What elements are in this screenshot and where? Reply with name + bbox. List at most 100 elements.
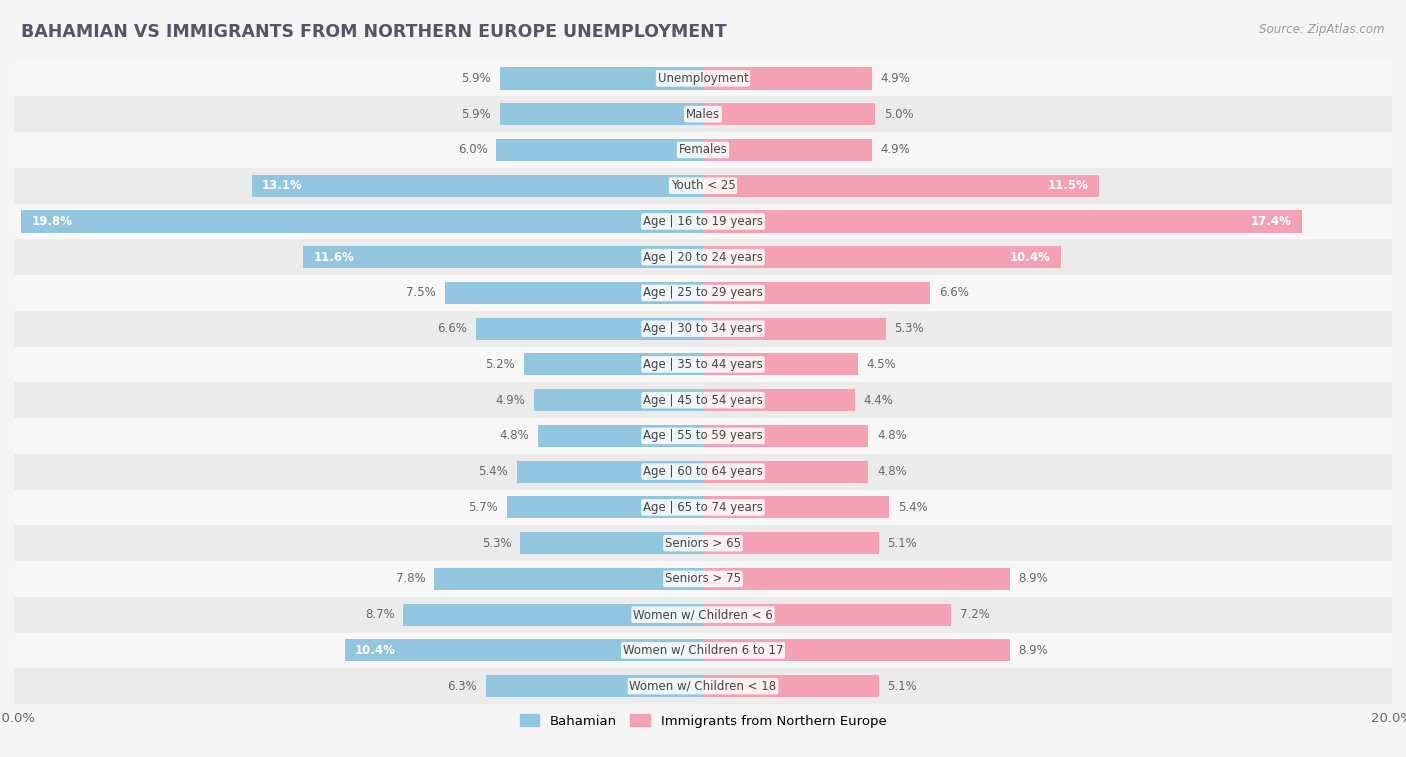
Text: 4.8%: 4.8%	[877, 429, 907, 442]
Bar	[14, 525, 1392, 561]
Bar	[14, 204, 1392, 239]
Bar	[14, 96, 1392, 132]
Text: 5.9%: 5.9%	[461, 107, 491, 120]
Text: 6.6%: 6.6%	[939, 286, 969, 300]
Text: 13.1%: 13.1%	[262, 179, 302, 192]
Text: 10.4%: 10.4%	[1010, 251, 1050, 263]
Text: 11.5%: 11.5%	[1047, 179, 1088, 192]
Text: Age | 25 to 29 years: Age | 25 to 29 years	[643, 286, 763, 300]
Text: Seniors > 75: Seniors > 75	[665, 572, 741, 585]
Bar	[21, 210, 703, 232]
Text: 4.4%: 4.4%	[863, 394, 893, 407]
Bar	[14, 453, 1392, 490]
Bar	[14, 418, 1392, 453]
Bar	[703, 210, 1302, 232]
Bar	[14, 61, 1392, 96]
Text: 4.8%: 4.8%	[877, 465, 907, 478]
Text: 8.9%: 8.9%	[1018, 572, 1047, 585]
Text: 17.4%: 17.4%	[1251, 215, 1292, 228]
Bar	[486, 675, 703, 697]
Text: 5.4%: 5.4%	[478, 465, 509, 478]
Text: Women w/ Children 6 to 17: Women w/ Children 6 to 17	[623, 644, 783, 657]
Legend: Bahamian, Immigrants from Northern Europe: Bahamian, Immigrants from Northern Europ…	[515, 709, 891, 733]
Text: 5.1%: 5.1%	[887, 537, 917, 550]
Text: 5.3%: 5.3%	[482, 537, 512, 550]
Text: 6.6%: 6.6%	[437, 322, 467, 335]
Text: 5.1%: 5.1%	[887, 680, 917, 693]
Bar	[404, 603, 703, 626]
Text: 5.7%: 5.7%	[468, 501, 498, 514]
Text: 19.8%: 19.8%	[31, 215, 72, 228]
Bar	[14, 633, 1392, 668]
Bar	[703, 67, 872, 89]
Bar	[703, 603, 950, 626]
Text: 8.9%: 8.9%	[1018, 644, 1047, 657]
Bar	[14, 168, 1392, 204]
Bar	[703, 640, 1010, 662]
Text: 5.0%: 5.0%	[884, 107, 914, 120]
Text: 5.9%: 5.9%	[461, 72, 491, 85]
Bar	[520, 532, 703, 554]
Bar	[703, 246, 1062, 268]
Bar	[14, 239, 1392, 275]
Bar	[703, 532, 879, 554]
Bar	[506, 497, 703, 519]
Text: 7.2%: 7.2%	[960, 608, 990, 621]
Text: Seniors > 65: Seniors > 65	[665, 537, 741, 550]
Bar	[14, 668, 1392, 704]
Bar	[703, 497, 889, 519]
Text: 5.4%: 5.4%	[897, 501, 928, 514]
Text: 7.5%: 7.5%	[406, 286, 436, 300]
Text: Youth < 25: Youth < 25	[671, 179, 735, 192]
Text: Age | 35 to 44 years: Age | 35 to 44 years	[643, 358, 763, 371]
Text: Women w/ Children < 6: Women w/ Children < 6	[633, 608, 773, 621]
Text: Age | 65 to 74 years: Age | 65 to 74 years	[643, 501, 763, 514]
Text: 5.3%: 5.3%	[894, 322, 924, 335]
Bar	[14, 132, 1392, 168]
Bar	[475, 318, 703, 340]
Text: 4.8%: 4.8%	[499, 429, 529, 442]
Text: 11.6%: 11.6%	[314, 251, 354, 263]
Text: 10.4%: 10.4%	[356, 644, 396, 657]
Text: Unemployment: Unemployment	[658, 72, 748, 85]
Text: Women w/ Children < 18: Women w/ Children < 18	[630, 680, 776, 693]
Bar	[499, 103, 703, 125]
Bar	[14, 347, 1392, 382]
Bar	[14, 561, 1392, 597]
Text: Age | 30 to 34 years: Age | 30 to 34 years	[643, 322, 763, 335]
Text: Age | 45 to 54 years: Age | 45 to 54 years	[643, 394, 763, 407]
Bar	[703, 568, 1010, 590]
Bar	[703, 460, 869, 483]
Bar	[14, 275, 1392, 311]
Text: 6.0%: 6.0%	[458, 143, 488, 157]
Text: 7.8%: 7.8%	[396, 572, 426, 585]
Bar	[703, 354, 858, 375]
Text: 4.9%: 4.9%	[880, 143, 910, 157]
Text: 4.9%: 4.9%	[880, 72, 910, 85]
Bar	[703, 318, 886, 340]
Text: 8.7%: 8.7%	[366, 608, 395, 621]
Bar	[252, 175, 703, 197]
Text: Age | 20 to 24 years: Age | 20 to 24 years	[643, 251, 763, 263]
Bar	[517, 460, 703, 483]
Text: Females: Females	[679, 143, 727, 157]
Bar	[703, 282, 931, 304]
Text: 5.2%: 5.2%	[485, 358, 515, 371]
Text: 4.5%: 4.5%	[866, 358, 897, 371]
Bar	[703, 175, 1099, 197]
Bar	[703, 425, 869, 447]
Text: 6.3%: 6.3%	[447, 680, 478, 693]
Text: Source: ZipAtlas.com: Source: ZipAtlas.com	[1260, 23, 1385, 36]
Bar	[537, 425, 703, 447]
Bar	[304, 246, 703, 268]
Bar	[14, 490, 1392, 525]
Text: 4.9%: 4.9%	[496, 394, 526, 407]
Text: Males: Males	[686, 107, 720, 120]
Bar	[444, 282, 703, 304]
Bar	[434, 568, 703, 590]
Bar	[499, 67, 703, 89]
Bar	[524, 354, 703, 375]
Bar	[703, 389, 855, 411]
Bar	[344, 640, 703, 662]
Bar	[703, 139, 872, 161]
